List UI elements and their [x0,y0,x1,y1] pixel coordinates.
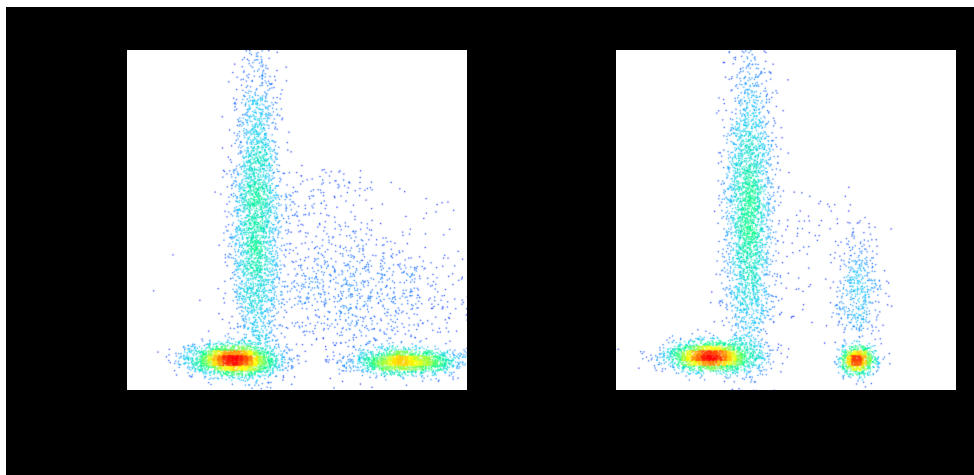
plot-area-left [127,50,467,390]
density-scatter-right [616,50,956,390]
density-scatter-left [127,50,467,390]
plot-area-right [616,50,956,390]
